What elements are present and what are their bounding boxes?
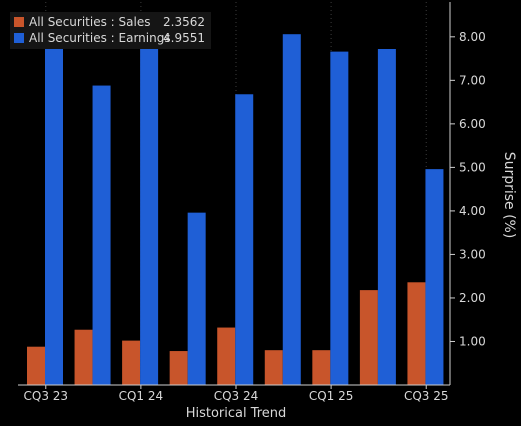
bar-earnings-1 (92, 85, 111, 386)
bar-sales-6 (312, 350, 331, 385)
bar-earnings-4 (235, 94, 254, 385)
x-tick-label-1: CQ1 24 (119, 389, 164, 403)
y-tick-label-0: 1.00 (459, 334, 486, 348)
bar-sales-1 (74, 329, 93, 385)
bar-sales-5 (264, 350, 283, 385)
x-tick-label-4: CQ3 25 (404, 389, 449, 403)
bar-sales-4 (217, 327, 236, 385)
bar-sales-2 (122, 340, 141, 385)
bar-earnings-2 (140, 37, 159, 386)
legend-label-sales: All Securities : Sales (29, 15, 151, 29)
bar-earnings-8 (425, 169, 444, 385)
legend-value-earnings: 4.9551 (163, 31, 205, 45)
y-tick-label-7: 8.00 (459, 30, 486, 44)
bar-earnings-5 (282, 34, 301, 385)
bar-earnings-6 (330, 51, 349, 386)
y-axis-title: Surprise (%) (501, 152, 517, 239)
legend-swatch-sales (14, 17, 24, 27)
legend: All Securities : Sales 2.3562 All Securi… (10, 12, 211, 49)
legend-swatch-earnings (14, 33, 24, 43)
y-tick-label-2: 3.00 (459, 247, 486, 261)
legend-item-sales: All Securities : Sales 2.3562 (14, 14, 205, 30)
legend-value-sales: 2.3562 (163, 15, 205, 29)
x-tick-label-0: CQ3 23 (24, 389, 69, 403)
legend-item-earnings: All Securities : Earnings 4.9551 (14, 30, 205, 46)
y-tick-label-4: 5.00 (459, 160, 486, 174)
bar-sales-7 (359, 290, 378, 385)
legend-label-earnings: All Securities : Earnings (29, 31, 171, 45)
bar-earnings-0 (45, 49, 63, 385)
x-tick-label-3: CQ1 25 (309, 389, 354, 403)
bar-earnings-7 (377, 49, 396, 385)
bar-sales-3 (169, 351, 188, 385)
y-tick-label-1: 2.00 (459, 291, 486, 305)
bar-sales-8 (407, 282, 426, 385)
x-axis-title: Historical Trend (186, 406, 287, 421)
y-tick-label-6: 7.00 (459, 73, 486, 87)
x-tick-label-2: CQ3 24 (214, 389, 259, 403)
bar-earnings-3 (187, 212, 206, 385)
y-tick-label-5: 6.00 (459, 117, 486, 131)
y-tick-label-3: 4.00 (459, 204, 486, 218)
bar-sales-0 (27, 346, 45, 385)
